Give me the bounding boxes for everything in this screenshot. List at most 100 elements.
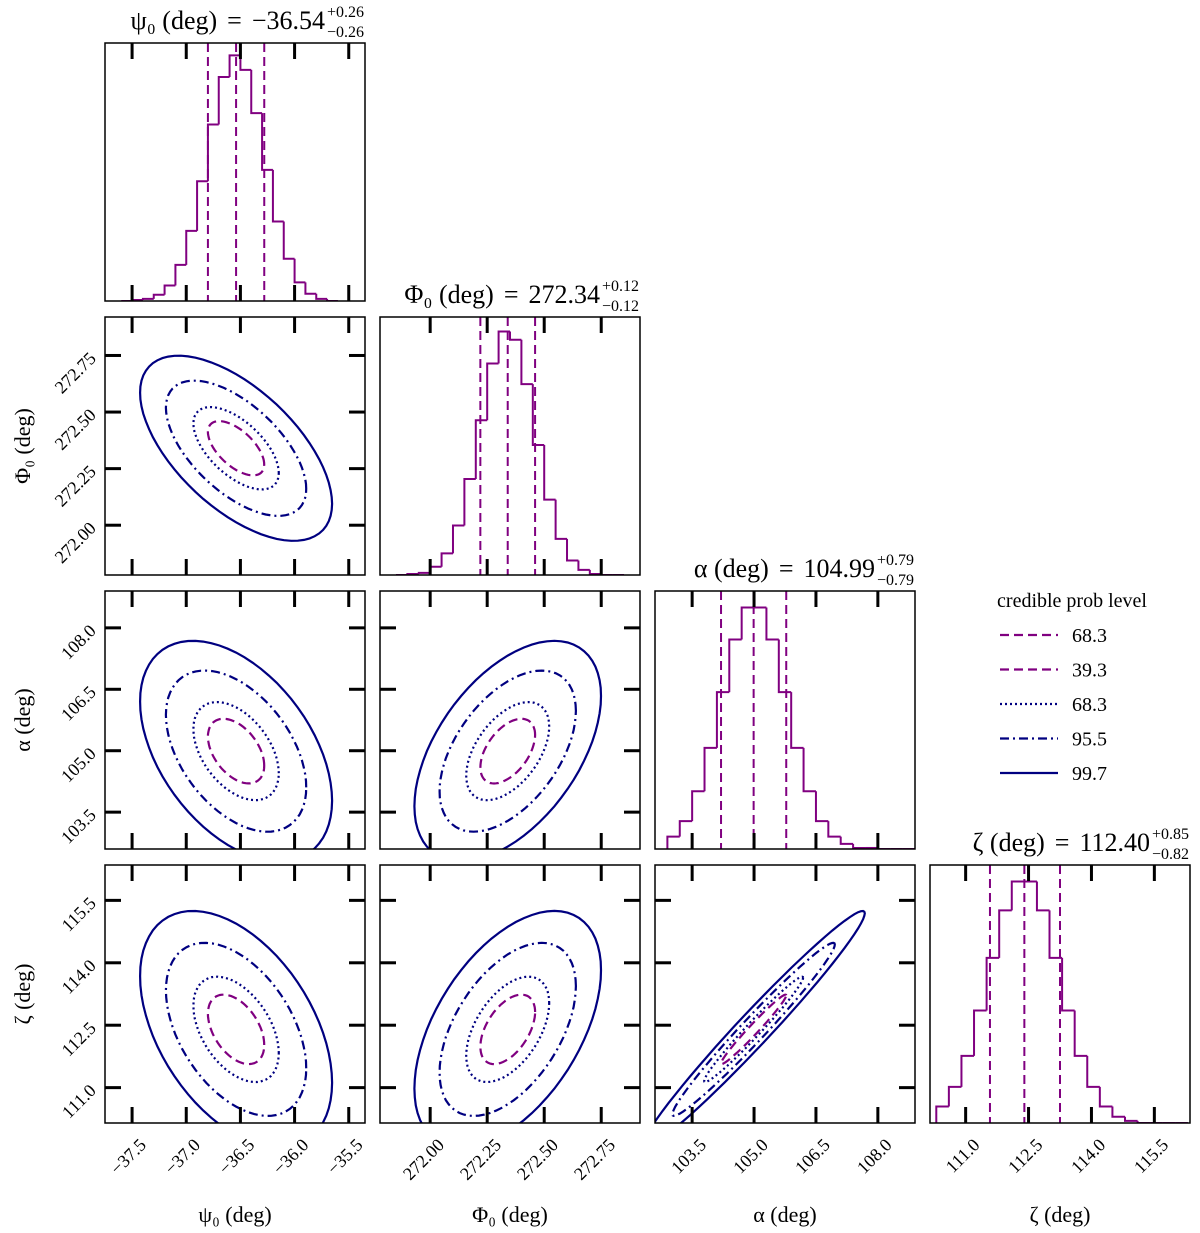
histogram-step [852, 843, 866, 849]
contour [164, 379, 308, 518]
panel-frame [104, 590, 366, 850]
panel-title: Φ₀ (deg) = 272.34 [404, 280, 600, 309]
histogram-step [429, 565, 442, 573]
contours [655, 909, 866, 1123]
histogram-step [1086, 1055, 1100, 1088]
histogram-step [691, 790, 705, 822]
title-equals: = [779, 554, 794, 583]
histogram-step [543, 444, 556, 501]
panel-frame [104, 316, 366, 576]
x-tick-label: −35.5 [323, 1135, 367, 1179]
title-equals: = [1055, 828, 1070, 857]
x-tick-label: 272.50 [513, 1135, 562, 1184]
y-tick-label: 111.0 [58, 1080, 100, 1122]
histogram-step [250, 69, 263, 115]
contour [413, 639, 603, 849]
histogram-step [228, 54, 241, 78]
histogram-step [293, 258, 306, 284]
histogram-step [588, 569, 602, 575]
histogram-step [998, 909, 1012, 958]
contour [206, 717, 266, 785]
contours [413, 909, 603, 1123]
title-median: 104.99 [804, 554, 876, 583]
panel-frame [379, 316, 641, 576]
panel-frame [379, 864, 641, 1124]
x-tick-label: 103.5 [667, 1135, 710, 1178]
contours [138, 909, 334, 1123]
panel-frame [104, 42, 366, 302]
contour [206, 993, 266, 1066]
histogram-step [497, 330, 510, 364]
x-tick-label: 115.5 [1130, 1135, 1172, 1177]
histogram-step [985, 956, 1000, 1011]
y-tick-label: 272.50 [51, 405, 100, 454]
x-tick-label: 114.0 [1067, 1135, 1109, 1177]
x-tick-label: 108.0 [853, 1135, 896, 1178]
histogram-step [217, 76, 230, 125]
contour [192, 405, 280, 491]
histogram-step [973, 1009, 987, 1056]
y-tick-label: 114.0 [58, 955, 100, 997]
contours [138, 354, 334, 542]
histogram-step [196, 180, 208, 231]
title-label: ψ₀ (deg) [130, 6, 217, 35]
histogram-step [531, 384, 545, 446]
x-tick-label: −37.5 [106, 1135, 150, 1179]
contour [192, 700, 280, 802]
y-tick-label: 112.5 [58, 1018, 100, 1060]
contour [164, 941, 308, 1118]
histogram-step [152, 293, 165, 299]
legend-label: 99.7 [1072, 763, 1107, 785]
title-minus: −0.82 [1152, 846, 1189, 863]
histogram-step [141, 297, 154, 300]
histogram-step [326, 298, 338, 301]
contour [703, 975, 805, 1084]
contour [671, 941, 836, 1118]
histogram-step [960, 1054, 975, 1087]
histogram-step [728, 638, 742, 693]
contour [479, 717, 537, 785]
legend-label: 95.5 [1072, 729, 1107, 751]
histogram-step [1035, 881, 1050, 912]
histogram-step [814, 791, 829, 823]
histogram-step [566, 538, 579, 562]
panel-frame [379, 590, 641, 850]
panel-title: ψ₀ (deg) = −36.54 [130, 6, 325, 35]
histogram [121, 54, 338, 301]
histogram-step [304, 282, 317, 295]
y-tick-label: 108.0 [57, 621, 100, 664]
y-tick-label: 272.25 [51, 461, 100, 510]
panel-frame [929, 864, 1191, 1124]
histogram-step [827, 821, 841, 838]
histogram-step [1136, 1120, 1151, 1123]
y-tick-label: 103.5 [57, 805, 100, 848]
histogram-step [790, 692, 804, 749]
x-tick-label: 106.5 [791, 1135, 834, 1178]
histogram [395, 330, 625, 575]
title-plus: +0.85 [1152, 826, 1189, 843]
y-tick-label: 272.00 [51, 518, 100, 567]
x-axis-label: α (deg) [753, 1202, 816, 1227]
histogram-step [520, 339, 533, 386]
histogram-step [554, 499, 568, 540]
histogram-step [1073, 1010, 1088, 1057]
x-tick-label: 272.25 [456, 1135, 505, 1184]
histogram-step [802, 747, 816, 793]
panel-frame [654, 864, 916, 1124]
x-axis-label: ψ₀ (deg) [198, 1202, 271, 1227]
contour [413, 909, 603, 1123]
contour [138, 909, 334, 1123]
histogram-step [777, 639, 792, 694]
title-minus: −0.12 [602, 298, 639, 315]
histogram-step [666, 835, 680, 849]
histogram-step [486, 362, 499, 421]
panel-frame [104, 864, 366, 1124]
histogram-step [1061, 957, 1075, 1012]
title-minus: −0.79 [877, 572, 914, 589]
legend-label: 39.3 [1072, 660, 1107, 682]
title-plus: +0.26 [327, 4, 364, 21]
y-axis-label: α (deg) [10, 688, 35, 751]
legend-label: 68.3 [1072, 694, 1107, 716]
histogram-step [703, 746, 717, 792]
